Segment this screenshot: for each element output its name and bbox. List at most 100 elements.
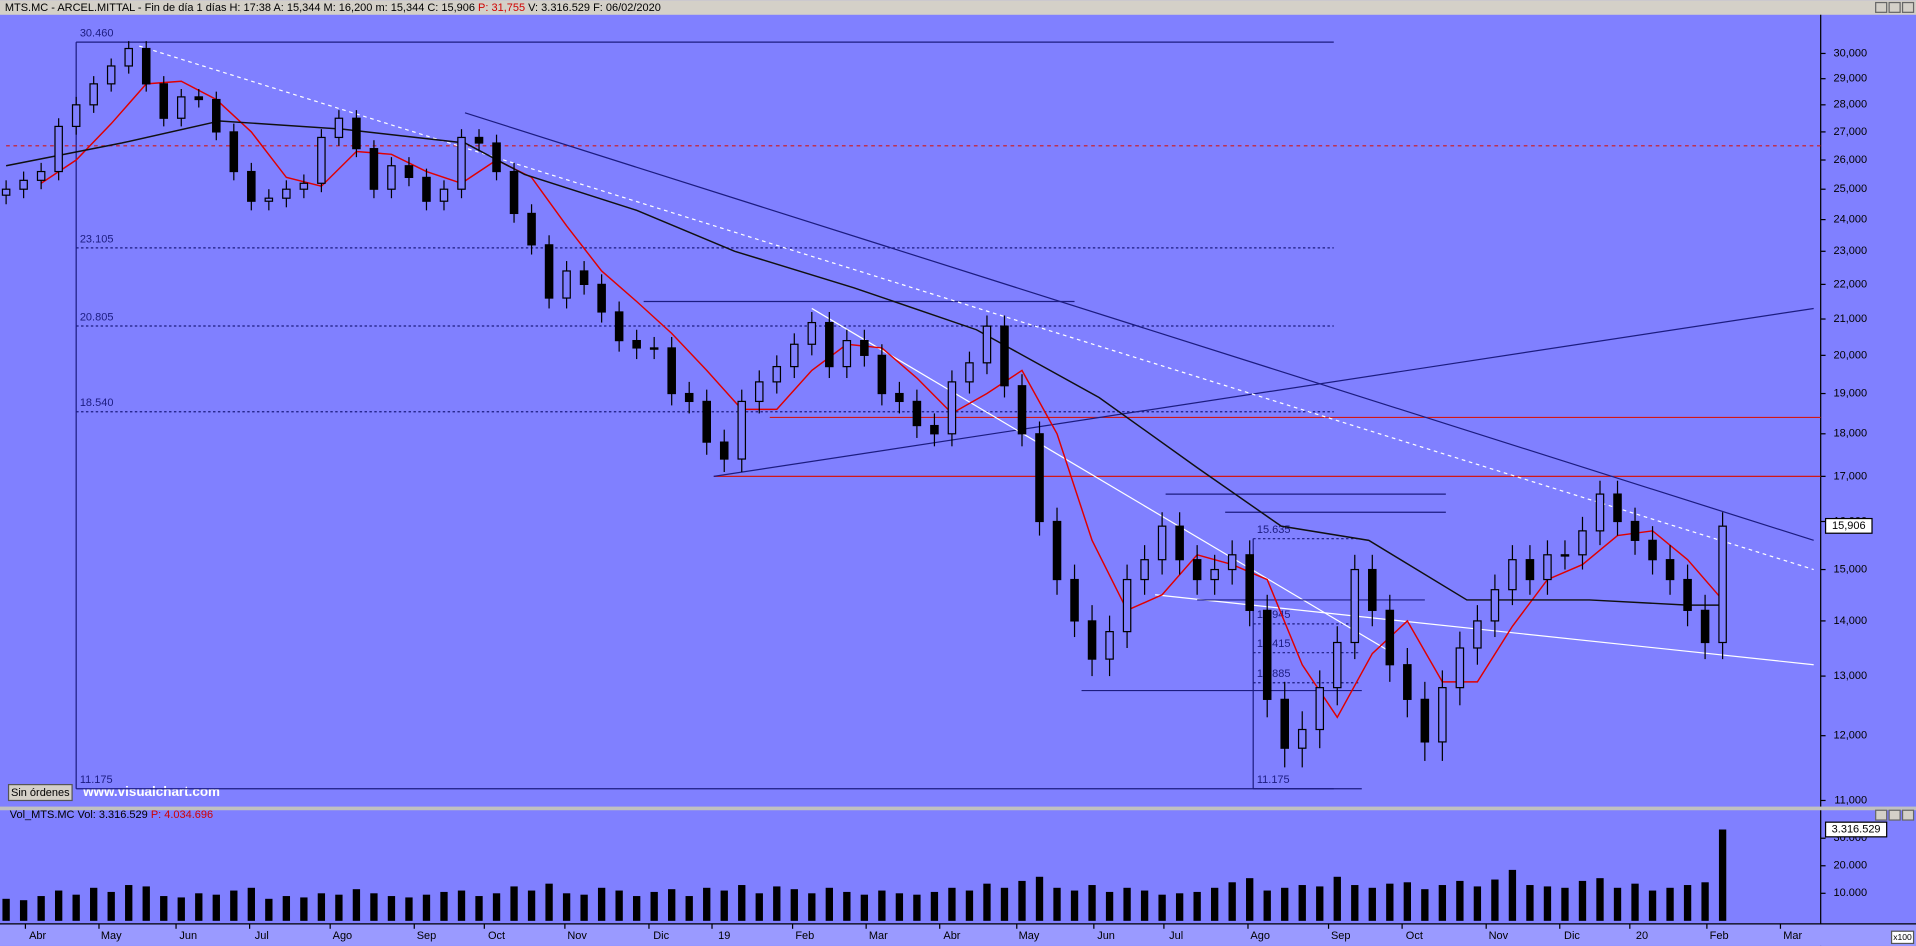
- candle-body: [404, 165, 414, 179]
- volume-bar: [1263, 890, 1271, 921]
- volume-bar: [755, 893, 763, 921]
- x-tick-label: Feb: [795, 930, 814, 942]
- y-tick-label: 26,000: [1834, 154, 1868, 166]
- y-tick-label: 30,000: [1834, 47, 1868, 59]
- volume-bar: [1543, 886, 1552, 921]
- candle-body: [807, 321, 817, 345]
- maximize-button[interactable]: [1888, 1, 1901, 13]
- volume-bar: [1018, 880, 1026, 921]
- volume-bar: [1421, 889, 1429, 921]
- x-tick-label: Dic: [1564, 930, 1580, 942]
- x-tick-label: Jul: [1169, 930, 1183, 942]
- y-tick-label: 12,000: [1834, 730, 1868, 742]
- volume-bar: [913, 894, 921, 921]
- candle-body: [492, 142, 501, 173]
- panel-button[interactable]: [1875, 809, 1888, 821]
- volume-bar: [282, 896, 291, 921]
- candle-body: [1508, 559, 1517, 591]
- volume-bar: [738, 885, 746, 921]
- candle-body: [194, 96, 204, 101]
- volume-bar: [1648, 890, 1657, 921]
- candle-body: [422, 176, 431, 202]
- x-tick-label: Oct: [488, 930, 505, 942]
- y-tick-label: 28,000: [1834, 99, 1868, 111]
- candle-body: [1175, 525, 1184, 561]
- candle-body: [1595, 493, 1605, 532]
- volume-bar: [965, 890, 974, 921]
- volume-bar: [317, 893, 326, 921]
- x-tick-label: Feb: [1710, 930, 1729, 942]
- volume-bar: [1561, 887, 1569, 921]
- volume-bar: [1105, 891, 1114, 921]
- moving-average: [5, 120, 1723, 606]
- panel-button[interactable]: [1901, 809, 1915, 821]
- candle-body: [1, 188, 11, 196]
- volume-bar: [1298, 885, 1306, 921]
- candle-body: [1297, 728, 1307, 749]
- candle-body: [1560, 554, 1570, 557]
- orders-button[interactable]: [7, 783, 73, 802]
- volume-bar: [142, 886, 150, 921]
- minimize-button[interactable]: [1875, 1, 1888, 13]
- volume-bar: [195, 893, 203, 921]
- volume-bar: [668, 889, 676, 921]
- y-tick-label: 29,000: [1834, 73, 1868, 85]
- candle-body: [632, 339, 641, 349]
- candle-body: [1140, 559, 1149, 581]
- x-tick-label: Mar: [1783, 930, 1802, 942]
- trendline: [713, 307, 1814, 477]
- candle-body: [1578, 530, 1587, 556]
- volume-bar: [212, 894, 220, 921]
- candle-body: [89, 83, 98, 106]
- volume-bar: [895, 893, 904, 921]
- volume-bar: [1526, 885, 1534, 921]
- y-tick-label: 13,000: [1834, 670, 1868, 682]
- volume-bar: [1683, 885, 1692, 921]
- orders-button-label[interactable]: Sin órdenes: [11, 787, 70, 799]
- candle-body: [387, 165, 396, 190]
- volume-bar: [790, 889, 798, 921]
- candle-body: [1613, 493, 1622, 523]
- volume-bar: [265, 898, 273, 921]
- x-tick-label: Abr: [29, 930, 46, 942]
- candle-body: [1700, 609, 1710, 644]
- volume-bar: [1246, 878, 1254, 921]
- volume-bar: [615, 890, 623, 921]
- volume-unit: x100: [1893, 932, 1912, 942]
- volume-header-part: Vol_MTS.MC Vol: 3.316.529: [10, 809, 151, 821]
- volume-bar: [440, 891, 448, 921]
- candle-body: [527, 212, 536, 246]
- volume-bar: [387, 896, 396, 921]
- volume-bar: [300, 897, 308, 921]
- volume-bar: [1473, 886, 1482, 921]
- candle-body: [1385, 609, 1395, 666]
- volume-bar: [230, 890, 238, 921]
- volume-bar: [370, 893, 378, 921]
- volume-bar: [19, 900, 28, 921]
- candle-body: [1105, 631, 1114, 660]
- candle-body: [1315, 687, 1325, 731]
- volume-bar: [860, 894, 869, 921]
- candle-body: [1455, 647, 1465, 689]
- volume-bar: [1631, 883, 1639, 921]
- volume-bar: [422, 894, 431, 921]
- candle-body: [352, 117, 361, 150]
- candle-body: [614, 311, 624, 342]
- level-label: 11.175: [80, 774, 113, 786]
- volume-bar: [1351, 885, 1359, 921]
- candle-body: [1438, 687, 1447, 743]
- candle-body: [1227, 554, 1237, 571]
- panel-button[interactable]: [1888, 809, 1901, 821]
- x-tick-label: Oct: [1406, 930, 1423, 942]
- candle-body: [1000, 325, 1009, 387]
- candle-body: [702, 400, 711, 443]
- trendline: [1155, 594, 1814, 666]
- close-button[interactable]: [1901, 1, 1915, 13]
- volume-bar: [1193, 891, 1201, 921]
- volume-bar: [405, 897, 413, 921]
- volume-bar: [475, 896, 483, 921]
- candle-body: [1630, 520, 1640, 541]
- candle-body: [737, 400, 747, 460]
